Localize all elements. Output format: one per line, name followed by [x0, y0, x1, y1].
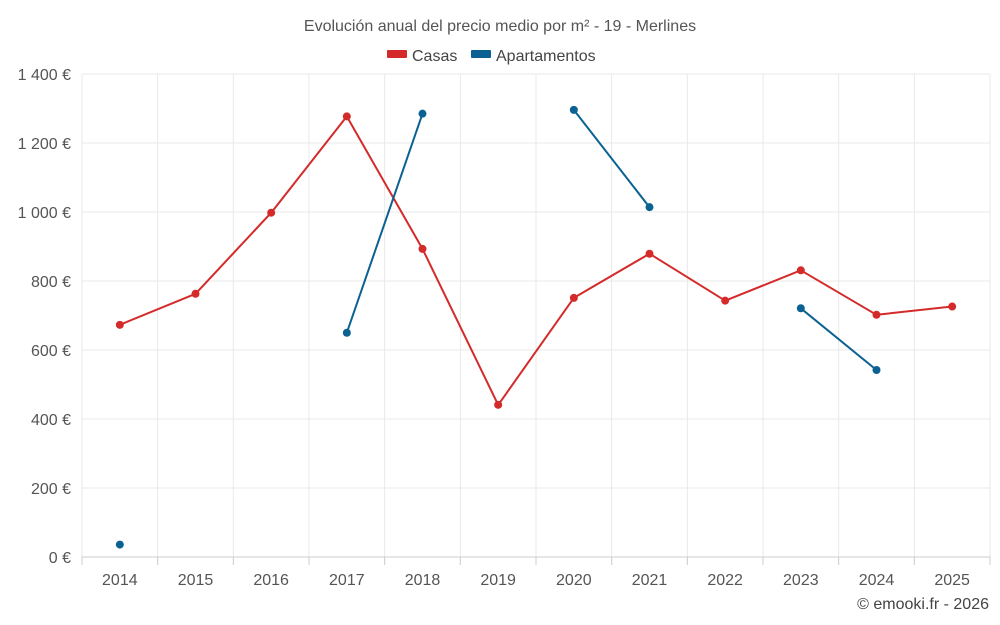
legend-item-apartamentos[interactable]: Apartamentos	[471, 48, 596, 65]
axes: 0 € 200 € 400 € 600 € 800 € 1 000 € 1 200 € 1 4…	[18, 67, 991, 589]
data-point-apartamentos-2021[interactable]	[645, 203, 654, 212]
data-point-apartamentos-2014[interactable]	[115, 540, 124, 549]
data-point-apartamentos-2024[interactable]	[872, 366, 881, 375]
series-apartamentos	[115, 105, 881, 549]
data-point-apartamentos-2018[interactable]	[418, 109, 427, 118]
legend-item-casas[interactable]: Casas	[387, 48, 457, 65]
data-point-casas-2014[interactable]	[115, 320, 124, 329]
series-line-apartamentos	[345, 113, 424, 334]
y-tick-label: 800 €	[31, 274, 71, 291]
data-point-casas-2021[interactable]	[645, 249, 654, 258]
chart-title: Evolución anual del precio medio por m² …	[304, 18, 696, 35]
legend-label-apartamentos: Apartamentos	[496, 48, 596, 65]
data-point-casas-2024[interactable]	[872, 310, 881, 319]
x-tick-label-2020: 2020	[556, 572, 592, 589]
legend-label-casas: Casas	[412, 48, 457, 65]
data-point-casas-2020[interactable]	[569, 293, 578, 302]
x-tick-label-2024: 2024	[859, 572, 895, 589]
y-tick-label: 0 €	[49, 550, 71, 567]
series-layer	[115, 105, 957, 549]
x-tick-label-2014: 2014	[102, 572, 138, 589]
y-tick-label: 400 €	[31, 412, 71, 429]
grid	[81, 73, 991, 557]
credit-text: © emooki.fr - 2026	[857, 596, 989, 613]
data-point-casas-2018[interactable]	[418, 244, 427, 253]
y-tick-label: 200 €	[31, 481, 71, 498]
legend-swatch-casas	[387, 50, 407, 58]
x-tick-label-2018: 2018	[405, 572, 441, 589]
x-tick-label-2023: 2023	[783, 572, 819, 589]
data-point-casas-2023[interactable]	[796, 266, 805, 275]
legend: Casas Apartamentos	[387, 48, 596, 65]
data-point-apartamentos-2020[interactable]	[569, 105, 578, 114]
x-tick-label-2016: 2016	[253, 572, 289, 589]
data-point-apartamentos-2017[interactable]	[342, 328, 351, 337]
data-point-casas-2025[interactable]	[948, 302, 957, 311]
y-tick-label: 600 €	[31, 343, 71, 360]
series-line-apartamentos	[573, 109, 651, 208]
data-point-casas-2016[interactable]	[267, 208, 276, 217]
x-tick-label-2017: 2017	[329, 572, 365, 589]
data-point-casas-2017[interactable]	[342, 112, 351, 121]
data-point-casas-2019[interactable]	[494, 400, 503, 409]
x-tick-label-2021: 2021	[632, 572, 668, 589]
data-point-casas-2022[interactable]	[721, 296, 730, 305]
y-tick-label: 1 400 €	[18, 67, 71, 84]
series-line-casas	[119, 115, 953, 406]
x-tick-label-2022: 2022	[707, 572, 743, 589]
data-point-apartamentos-2023[interactable]	[796, 304, 805, 313]
x-tick-label-2025: 2025	[934, 572, 970, 589]
legend-swatch-apartamentos	[471, 50, 491, 58]
series-casas	[115, 112, 957, 409]
data-point-casas-2015[interactable]	[191, 289, 200, 298]
series-line-apartamentos	[800, 307, 878, 371]
x-tick-label-2015: 2015	[178, 572, 214, 589]
x-tick-label-2019: 2019	[480, 572, 516, 589]
y-tick-label: 1 000 €	[18, 205, 71, 222]
y-tick-label: 1 200 €	[18, 136, 71, 153]
